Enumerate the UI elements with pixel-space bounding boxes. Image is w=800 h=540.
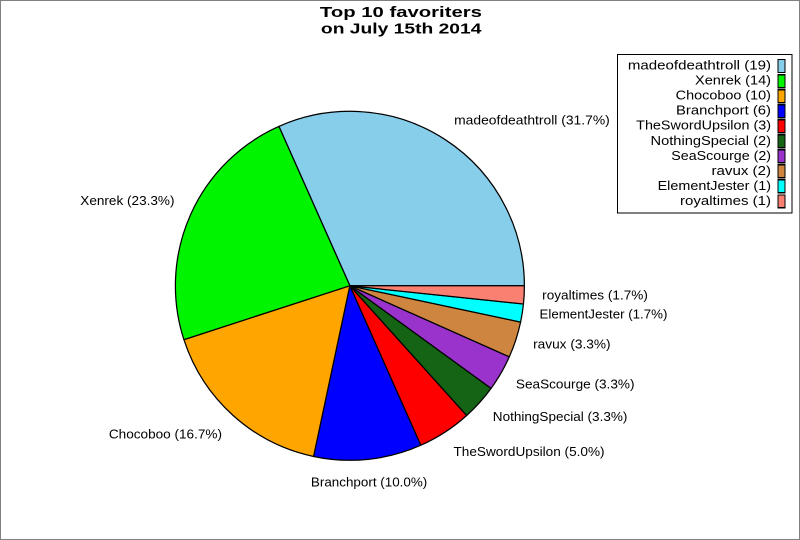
svg-text:NothingSpecial (2): NothingSpecial (2) [651,133,772,148]
svg-text:royaltimes (1): royaltimes (1) [680,193,771,208]
svg-text:on July 15th 2014: on July 15th 2014 [321,22,482,38]
svg-text:Xenrek (23.3%): Xenrek (23.3%) [80,193,174,208]
svg-text:Branchport (10.0%): Branchport (10.0%) [311,475,427,490]
svg-text:madeofdeathtroll (31.7%): madeofdeathtroll (31.7%) [454,113,610,128]
svg-text:madeofdeathtroll (19): madeofdeathtroll (19) [628,58,771,73]
svg-text:NothingSpecial (3.3%): NothingSpecial (3.3%) [493,409,628,424]
svg-text:Branchport (6): Branchport (6) [676,103,771,118]
svg-text:ElementJester (1.7%): ElementJester (1.7%) [540,307,668,322]
svg-text:Chocoboo (16.7%): Chocoboo (16.7%) [109,426,222,441]
svg-text:Xenrek (14): Xenrek (14) [695,73,771,88]
svg-text:ElementJester (1): ElementJester (1) [658,178,771,193]
svg-text:TheSwordUpsilon (5.0%): TheSwordUpsilon (5.0%) [454,444,605,459]
svg-text:ravux (3.3%): ravux (3.3%) [533,337,611,352]
svg-text:royaltimes (1.7%): royaltimes (1.7%) [542,287,648,302]
svg-text:SeaScourge (2): SeaScourge (2) [671,148,771,163]
svg-text:TheSwordUpsilon (3): TheSwordUpsilon (3) [636,118,771,133]
svg-text:ravux (2): ravux (2) [712,163,772,178]
svg-text:Top 10 favoriters: Top 10 favoriters [320,5,482,21]
svg-text:SeaScourge (3.3%): SeaScourge (3.3%) [516,377,635,392]
svg-text:Chocoboo (10): Chocoboo (10) [676,88,771,103]
